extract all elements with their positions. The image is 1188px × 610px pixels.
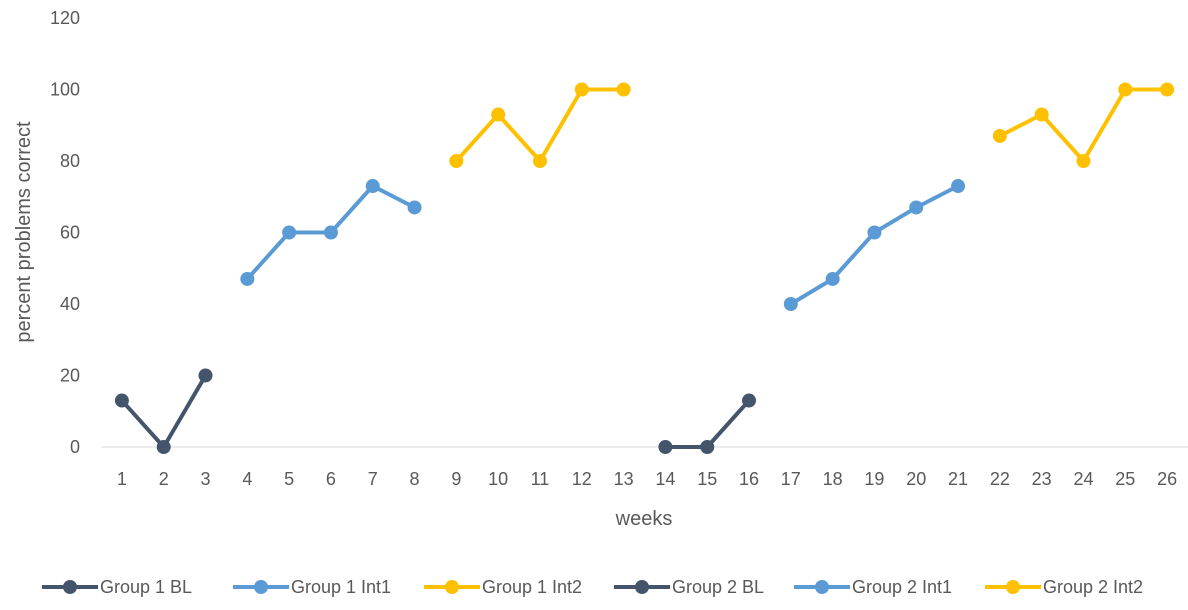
legend-point-marker: [63, 580, 77, 594]
y-tick-label: 0: [70, 437, 80, 457]
x-tick-label: 1: [117, 469, 127, 489]
x-tick-label: 6: [326, 469, 336, 489]
legend-item: Group 2 Int1: [794, 577, 952, 597]
series-group-1-int1: [240, 179, 422, 286]
series-group-2-int1: [783, 179, 966, 311]
legend-point-marker: [445, 580, 459, 594]
x-tick-label: 18: [823, 469, 843, 489]
series-line: [788, 184, 961, 306]
legend-item: Group 1 Int1: [233, 577, 391, 597]
x-tick-label: 25: [1115, 469, 1135, 489]
x-tick-label: 13: [614, 469, 634, 489]
x-tick-label: 20: [906, 469, 926, 489]
legend-point-marker: [1006, 580, 1020, 594]
y-tick-label: 120: [50, 8, 80, 28]
data-point: [532, 154, 547, 168]
x-tick-label: 11: [531, 469, 550, 489]
data-point: [574, 82, 589, 97]
data-point: [616, 82, 631, 97]
data-point: [407, 200, 422, 215]
legend-label: Group 2 BL: [672, 577, 764, 597]
x-tick-label: 3: [201, 469, 211, 489]
x-tick-label: 9: [451, 469, 461, 489]
x-tick-label: 23: [1032, 469, 1052, 489]
y-tick-label: 40: [60, 294, 80, 314]
legend-label: Group 1 Int1: [291, 577, 391, 597]
legend-item: Group 1 BL: [42, 577, 192, 597]
x-axis-title: weeks: [615, 508, 673, 530]
data-point: [867, 225, 882, 240]
series-layer: [114, 82, 1175, 454]
legend-point-marker: [815, 580, 829, 594]
legend-item: Group 2 Int2: [985, 577, 1143, 597]
data-point: [491, 107, 506, 122]
data-point: [1118, 82, 1133, 97]
x-tick-label: 4: [242, 469, 252, 489]
y-tick-label: 20: [60, 366, 80, 386]
data-point: [156, 440, 171, 454]
series-group-2-bl: [658, 393, 757, 454]
series-line: [454, 87, 626, 163]
data-point: [783, 297, 798, 311]
x-tick-label: 14: [655, 469, 675, 489]
data-point: [825, 271, 840, 286]
data-point: [992, 128, 1007, 143]
x-tick-label: 5: [284, 469, 294, 489]
data-point: [449, 154, 464, 168]
x-tick-label: 16: [739, 469, 759, 489]
x-tick-label: 26: [1157, 469, 1177, 489]
data-point: [240, 271, 255, 286]
legend: Group 1 BL Group 1 Int1 Group 1 Int2 Group …: [42, 577, 1143, 597]
data-point: [742, 393, 757, 408]
data-point: [365, 179, 380, 194]
x-tick-label: 19: [864, 469, 884, 489]
y-axis-ticks: 0 20 40 60 80 100 120: [50, 8, 80, 457]
legend-label: Group 2 Int1: [852, 577, 952, 597]
data-point: [198, 368, 213, 383]
y-axis-title: percent problems correct: [13, 121, 35, 343]
x-tick-label: 24: [1073, 469, 1093, 489]
x-tick-label: 10: [488, 469, 508, 489]
data-point: [700, 440, 715, 454]
legend-point-marker: [635, 580, 649, 594]
x-tick-label: 21: [948, 469, 968, 489]
x-tick-label: 17: [781, 469, 801, 489]
data-point: [909, 200, 924, 215]
data-point: [114, 393, 129, 408]
series-line: [119, 373, 208, 449]
data-point: [951, 179, 966, 194]
series-group-1-int2: [449, 82, 631, 168]
legend-point-marker: [254, 580, 268, 594]
data-point: [1034, 107, 1049, 122]
series-line: [997, 87, 1170, 163]
data-point: [282, 225, 297, 240]
legend-label: Group 2 Int2: [1043, 577, 1143, 597]
data-point: [1076, 154, 1091, 168]
data-point: [658, 440, 673, 454]
legend-item: Group 1 Int2: [424, 577, 582, 597]
x-tick-label: 8: [410, 469, 420, 489]
x-axis-ticks: 1 2 3 4 5 6 7 8 9 10 11 12 13 14 15 16 17 18 19 20 21 22 23 24 2…: [117, 469, 1177, 489]
x-tick-label: 22: [990, 469, 1010, 489]
y-tick-label: 80: [60, 151, 80, 171]
legend-item: Group 2 BL: [614, 577, 764, 597]
x-tick-label: 15: [697, 469, 717, 489]
data-point: [323, 225, 338, 240]
x-tick-label: 12: [572, 469, 592, 489]
data-point: [1160, 82, 1175, 97]
legend-label: Group 1 Int2: [482, 577, 582, 597]
x-tick-label: 2: [159, 469, 169, 489]
x-tick-label: 7: [368, 469, 378, 489]
series-group-1-bl: [114, 368, 213, 454]
y-tick-label: 100: [50, 80, 80, 100]
legend-label: Group 1 BL: [100, 577, 192, 597]
y-tick-label: 60: [60, 223, 80, 243]
series-group-2-int2: [992, 82, 1175, 168]
